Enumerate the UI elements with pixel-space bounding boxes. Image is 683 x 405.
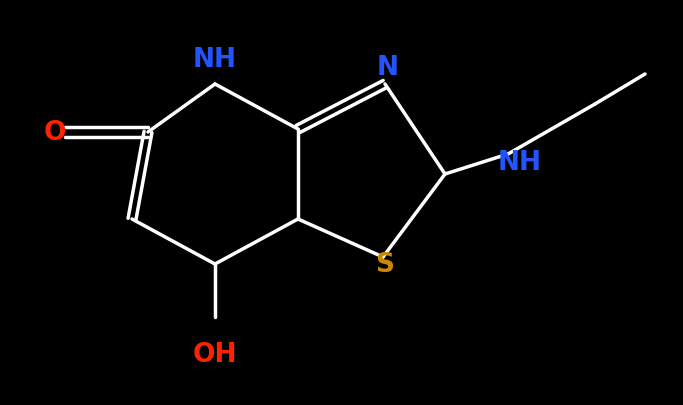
Text: S: S xyxy=(376,252,395,277)
Text: N: N xyxy=(377,55,399,81)
Text: O: O xyxy=(44,120,66,146)
Text: NH: NH xyxy=(498,149,542,175)
Text: OH: OH xyxy=(193,341,237,367)
Text: NH: NH xyxy=(193,47,237,73)
